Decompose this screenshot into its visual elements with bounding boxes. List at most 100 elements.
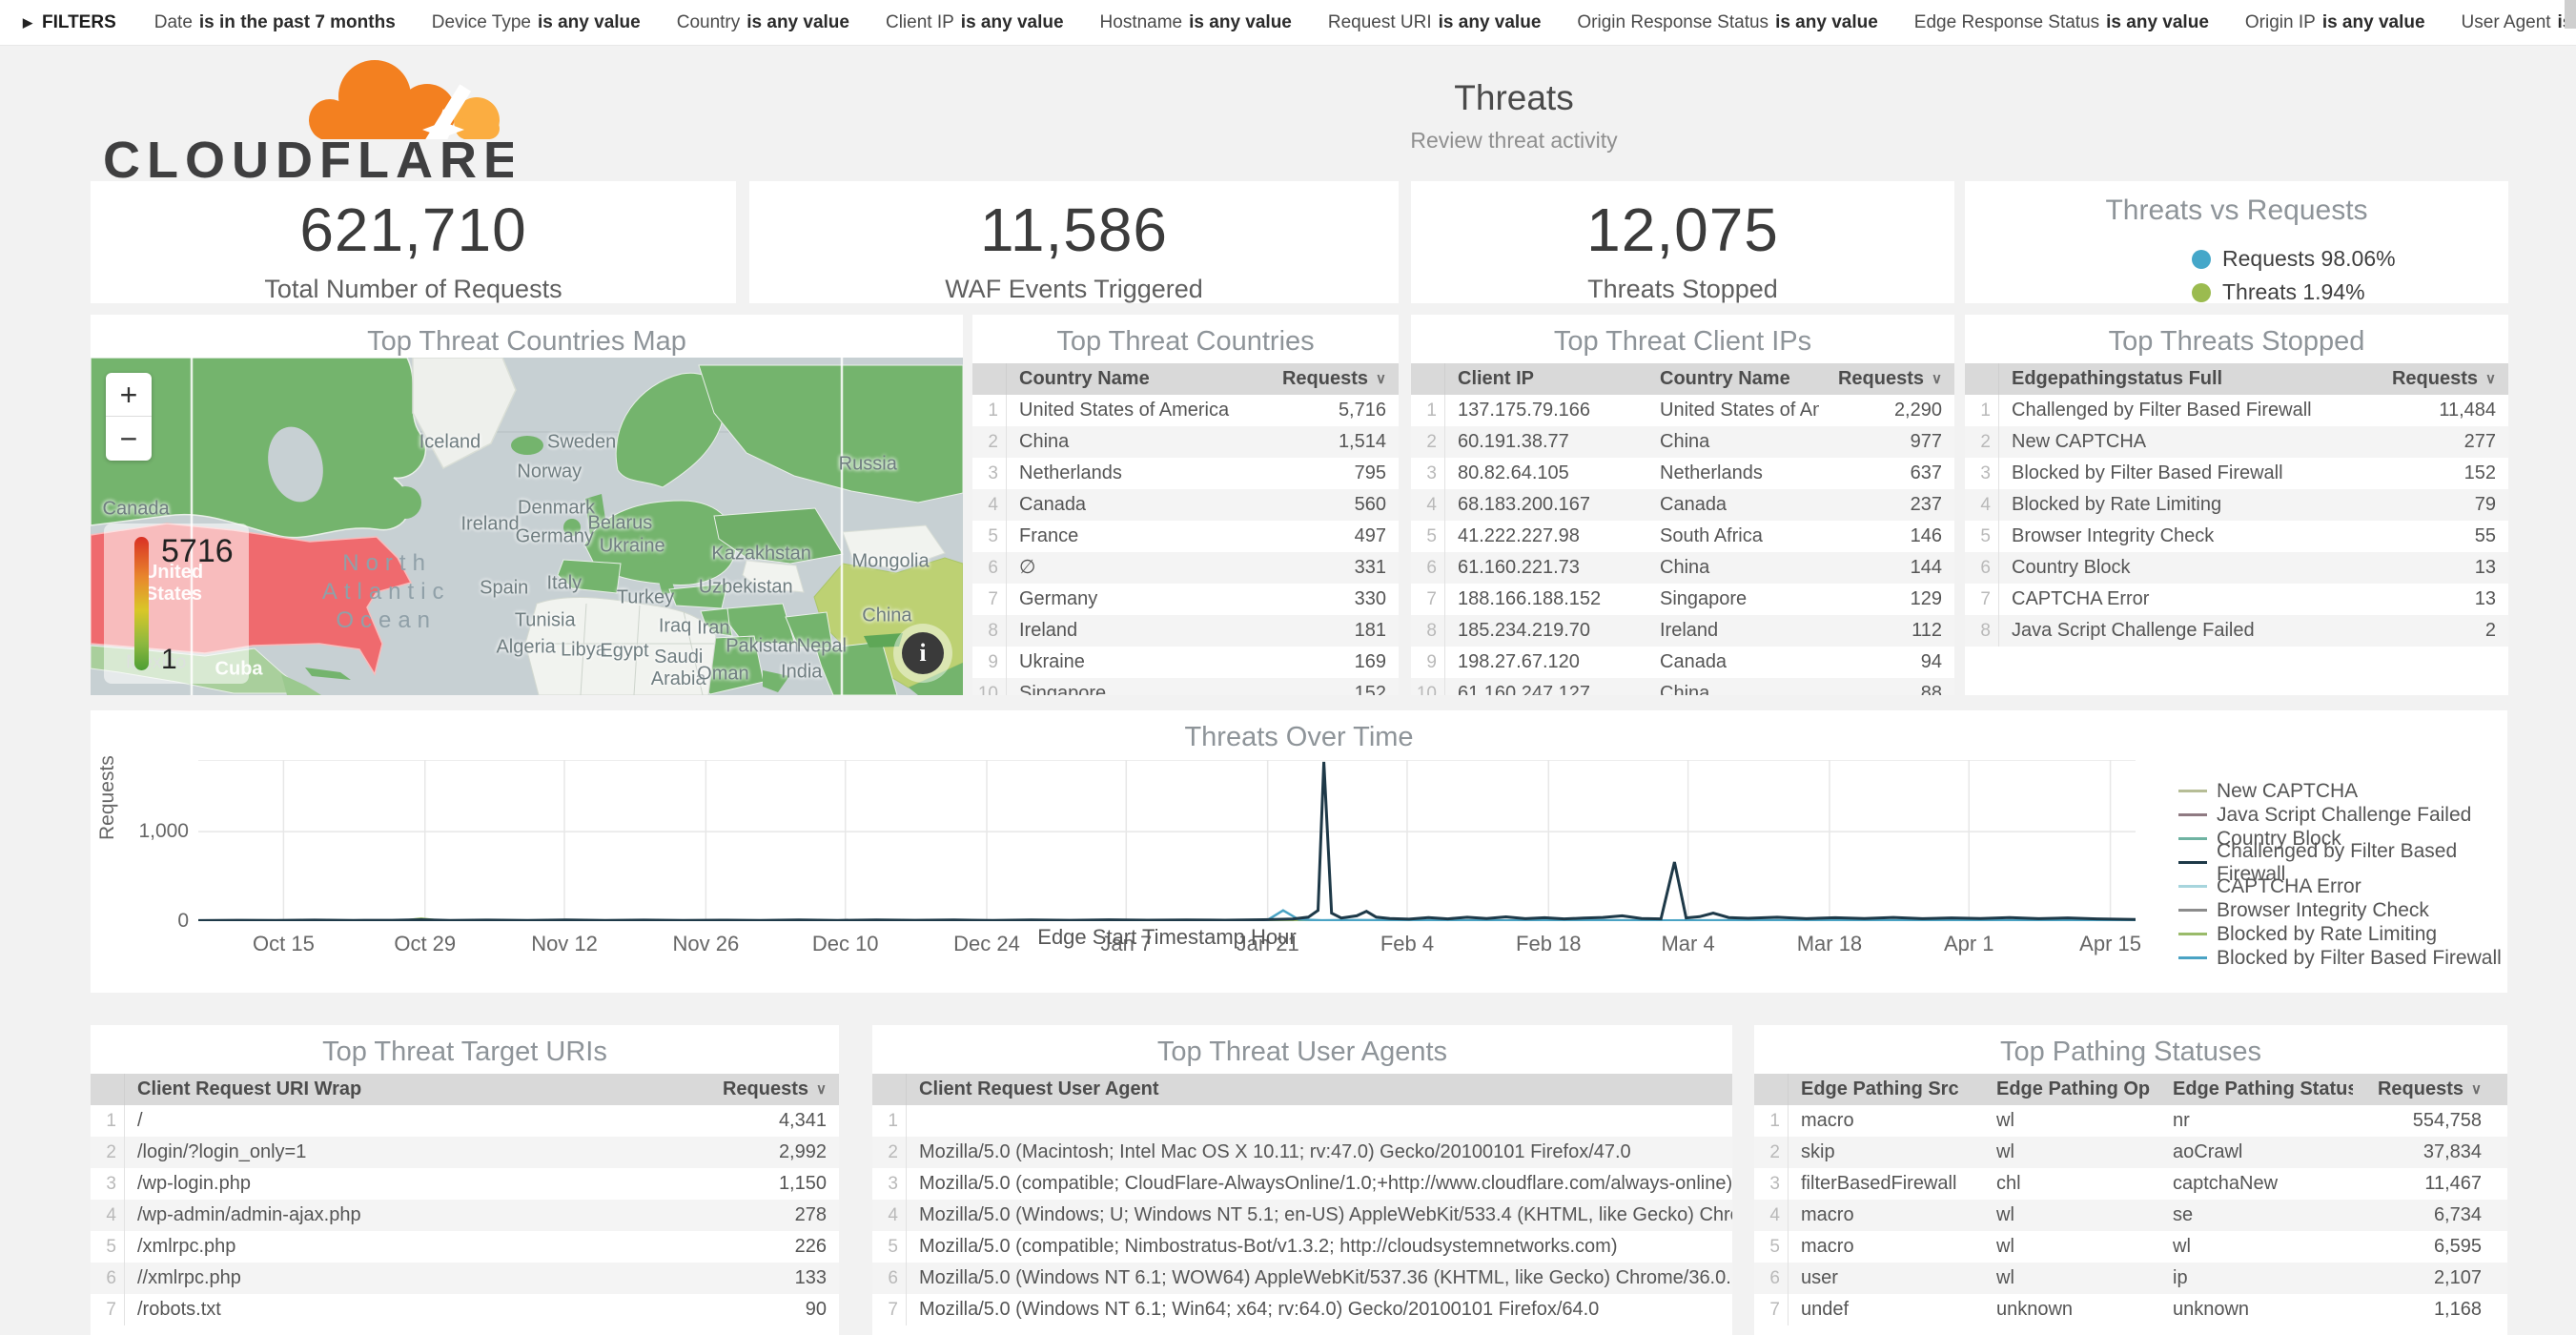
table-row[interactable]: 1 137.175.79.166 United States of America 2… bbox=[1411, 395, 1954, 426]
table-cell[interactable]: 169 bbox=[1354, 651, 1386, 672]
table-row[interactable]: 2 Mozilla/5.0 (Macintosh; Intel Mac OS X … bbox=[872, 1137, 1732, 1168]
table-row[interactable]: 8 Ireland 181 bbox=[972, 615, 1399, 647]
table-row[interactable]: 10 61.160.247.127 China 88 bbox=[1411, 678, 1954, 695]
table-cell[interactable]: /wp-admin/admin-ajax.php bbox=[137, 1204, 361, 1225]
table-cell[interactable]: China bbox=[1660, 431, 1710, 452]
table-cell[interactable]: wl bbox=[1996, 1110, 2014, 1131]
table-cell[interactable]: Mozilla/5.0 (Windows NT 6.1; WOW64) Appl… bbox=[919, 1267, 1732, 1288]
table-row[interactable]: 6 61.160.221.73 China 144 bbox=[1411, 552, 1954, 584]
table-row[interactable]: 3 Netherlands 795 bbox=[972, 458, 1399, 489]
table-cell[interactable]: Canada bbox=[1660, 494, 1728, 515]
table-row[interactable]: 3 Blocked by Filter Based Firewall 152 bbox=[1965, 458, 2508, 489]
table-cell[interactable]: China bbox=[1019, 431, 1070, 452]
table-cell[interactable]: Mozilla/5.0 (Windows NT 6.1; Win64; x64;… bbox=[919, 1299, 1600, 1320]
table-cell[interactable]: macro bbox=[1801, 1110, 1854, 1131]
table-cell[interactable]: 795 bbox=[1354, 462, 1386, 483]
table-cell[interactable]: unknown bbox=[2173, 1299, 2250, 1320]
table-cell[interactable]: skip bbox=[1801, 1141, 1835, 1162]
legend-item[interactable]: Blocked by Filter Based Firewall bbox=[2178, 946, 2507, 970]
zoom-out-button[interactable]: − bbox=[119, 421, 138, 456]
table-row[interactable]: 1 United States of America 5,716 bbox=[972, 395, 1399, 426]
filter-item[interactable]: Request URI is any value bbox=[1328, 12, 1542, 32]
filter-item[interactable]: User Agentis any value bbox=[2462, 12, 2576, 32]
table-row[interactable]: 2 skip wl aoCrawl 37,834 bbox=[1754, 1137, 2507, 1168]
table-row[interactable]: 4 Canada 560 bbox=[972, 489, 1399, 521]
table-row[interactable]: 1 bbox=[872, 1105, 1732, 1137]
table-row[interactable]: 2/login/?login_only=1 2,992 bbox=[91, 1137, 839, 1168]
table-cell[interactable]: / bbox=[137, 1110, 143, 1131]
table-row[interactable]: 5 41.222.227.98 South Africa 146 bbox=[1411, 521, 1954, 552]
column-header[interactable]: Requests ∨ bbox=[722, 1078, 827, 1099]
table-cell[interactable]: Ireland bbox=[1660, 620, 1719, 641]
table-cell[interactable]: 237 bbox=[1910, 494, 1942, 515]
table-cell[interactable]: Mozilla/5.0 (Windows; U; Windows NT 5.1;… bbox=[919, 1204, 1732, 1225]
table-cell[interactable]: 133 bbox=[794, 1267, 827, 1288]
table-cell[interactable]: 79 bbox=[2474, 494, 2496, 515]
table-cell[interactable]: 2,107 bbox=[2433, 1267, 2482, 1288]
table-cell[interactable]: 61.160.221.73 bbox=[1458, 557, 1580, 578]
table-cell[interactable]: 88 bbox=[1920, 683, 1942, 695]
table-cell[interactable]: 2,992 bbox=[778, 1141, 827, 1162]
table-cell[interactable]: undef bbox=[1801, 1299, 1850, 1320]
table-cell[interactable]: Mozilla/5.0 (Macintosh; Intel Mac OS X 1… bbox=[919, 1141, 1631, 1162]
legend-item[interactable]: Country Block bbox=[2178, 827, 2507, 851]
table-cell[interactable]: China bbox=[1660, 683, 1710, 695]
filter-item[interactable]: Hostname is any value bbox=[1100, 12, 1292, 32]
column-header[interactable]: Requests ∨ bbox=[1281, 368, 1386, 389]
table-cell[interactable]: wl bbox=[1996, 1204, 2014, 1225]
table-row[interactable]: 7 188.166.188.152 Singapore 129 bbox=[1411, 584, 1954, 615]
table-cell[interactable]: /login/?login_only=1 bbox=[137, 1141, 307, 1162]
table-cell[interactable]: 1,168 bbox=[2433, 1299, 2482, 1320]
table-cell[interactable]: nr bbox=[2173, 1110, 2190, 1131]
table-row[interactable]: 1 Challenged by Filter Based Firewall 11,4… bbox=[1965, 395, 2508, 426]
table-cell[interactable]: 13 bbox=[2474, 588, 2496, 609]
table-cell[interactable]: //xmlrpc.php bbox=[137, 1267, 241, 1288]
table-cell[interactable]: Blocked by Rate Limiting bbox=[2012, 494, 2222, 515]
table-cell[interactable]: 560 bbox=[1354, 494, 1386, 515]
zoom-in-button[interactable]: + bbox=[106, 373, 152, 417]
column-header[interactable]: Requests ∨ bbox=[1837, 368, 1942, 389]
table-cell[interactable]: 11,467 bbox=[2424, 1173, 2482, 1194]
table-row[interactable]: 4 68.183.200.167 Canada 237 bbox=[1411, 489, 1954, 521]
table-cell[interactable]: Challenged by Filter Based Firewall bbox=[2012, 400, 2312, 421]
table-cell[interactable]: United States of America bbox=[1660, 400, 1819, 421]
table-row[interactable]: 7/robots.txt 90 bbox=[91, 1294, 839, 1325]
table-row[interactable]: 8 185.234.219.70 Ireland 112 bbox=[1411, 615, 1954, 647]
table-cell[interactable]: 6,734 bbox=[2433, 1204, 2482, 1225]
table-cell[interactable]: 11,484 bbox=[2439, 400, 2496, 421]
table-cell[interactable]: 13 bbox=[2474, 557, 2496, 578]
filters-toggle[interactable]: ▶ FILTERS bbox=[23, 12, 116, 33]
table-cell[interactable]: captchaNew bbox=[2173, 1173, 2279, 1194]
table-cell[interactable]: 129 bbox=[1910, 588, 1942, 609]
table-cell[interactable]: Browser Integrity Check bbox=[2012, 525, 2215, 546]
table-cell[interactable]: Ukraine bbox=[1019, 651, 1085, 672]
legend-item[interactable]: Challenged by Filter Based Firewall bbox=[2178, 840, 2507, 885]
table-cell[interactable]: 146 bbox=[1910, 525, 1942, 546]
table-cell[interactable]: /wp-login.php bbox=[137, 1173, 251, 1194]
legend-item[interactable]: Threats 1.94% bbox=[2192, 279, 2508, 303]
legend-item[interactable]: Browser Integrity Check bbox=[2178, 898, 2507, 922]
table-cell[interactable]: wl bbox=[2173, 1236, 2191, 1257]
table-cell[interactable]: ip bbox=[2173, 1267, 2188, 1288]
table-cell[interactable]: macro bbox=[1801, 1204, 1854, 1225]
table-cell[interactable]: Netherlands bbox=[1019, 462, 1122, 483]
table-cell[interactable]: filterBasedFirewall bbox=[1801, 1173, 1957, 1194]
table-row[interactable]: 7 CAPTCHA Error 13 bbox=[1965, 584, 2508, 615]
table-cell[interactable]: 5,716 bbox=[1338, 400, 1386, 421]
table-cell[interactable]: 2 bbox=[2484, 620, 2496, 641]
table-row[interactable]: 3 Mozilla/5.0 (compatible; CloudFlare-Alw… bbox=[872, 1168, 1732, 1200]
table-row[interactable]: 7 Germany 330 bbox=[972, 584, 1399, 615]
table-cell[interactable]: wl bbox=[1996, 1267, 2014, 1288]
table-cell[interactable]: 60.191.38.77 bbox=[1458, 431, 1569, 452]
table-row[interactable]: 1 / 4,341 bbox=[91, 1105, 839, 1137]
table-cell[interactable]: Canada bbox=[1019, 494, 1087, 515]
table-cell[interactable]: 68.183.200.167 bbox=[1458, 494, 1591, 515]
table-cell[interactable]: 226 bbox=[794, 1236, 827, 1257]
filter-item[interactable]: Device Type is any value bbox=[432, 12, 641, 32]
table-row[interactable]: 6 ∅ 331 bbox=[972, 552, 1399, 584]
table-row[interactable]: 10 Singapore 152 bbox=[972, 678, 1399, 695]
table-cell[interactable]: /xmlrpc.php bbox=[137, 1236, 236, 1257]
table-cell[interactable]: chl bbox=[1996, 1173, 2021, 1194]
table-cell[interactable]: /robots.txt bbox=[137, 1299, 221, 1320]
table-row[interactable]: 5 Browser Integrity Check 55 bbox=[1965, 521, 2508, 552]
